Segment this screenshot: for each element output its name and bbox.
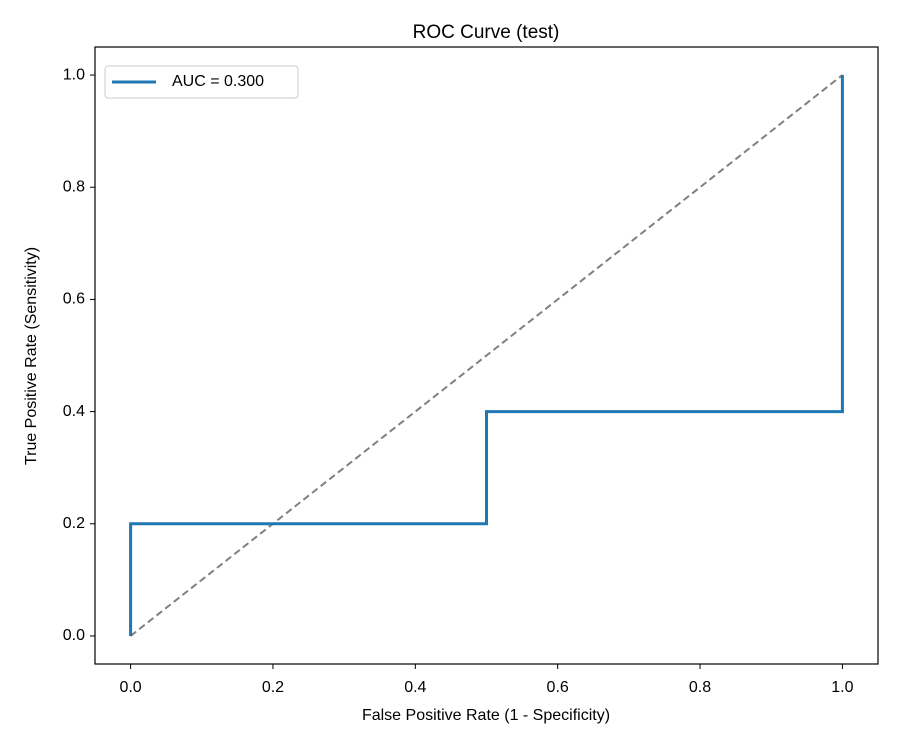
x-tick-label: 0.2 bbox=[262, 679, 284, 696]
x-tick-label: 0.4 bbox=[404, 679, 426, 696]
x-tick-label: 0.6 bbox=[547, 679, 569, 696]
y-axis-label: True Positive Rate (Sensitivity) bbox=[23, 247, 40, 465]
x-tick-label: 1.0 bbox=[831, 679, 853, 696]
x-tick-label: 0.8 bbox=[689, 679, 711, 696]
x-tick-label: 0.0 bbox=[119, 679, 141, 696]
y-tick-label: 0.0 bbox=[63, 627, 85, 644]
series-line bbox=[129, 74, 844, 637]
y-tick-label: 0.8 bbox=[63, 178, 85, 195]
legend-label: AUC = 0.300 bbox=[172, 73, 264, 90]
y-tick-label: 0.6 bbox=[63, 291, 85, 308]
plot-frame bbox=[94, 46, 879, 665]
legend-box bbox=[104, 65, 299, 99]
series-line bbox=[129, 75, 844, 636]
chart-title: ROC Curve (test) bbox=[413, 22, 560, 43]
y-tick-label: 0.2 bbox=[63, 515, 85, 532]
x-axis-label: False Positive Rate (1 - Specificity) bbox=[362, 707, 610, 724]
y-tick-label: 0.4 bbox=[63, 403, 85, 420]
y-tick-label: 1.0 bbox=[63, 66, 85, 83]
